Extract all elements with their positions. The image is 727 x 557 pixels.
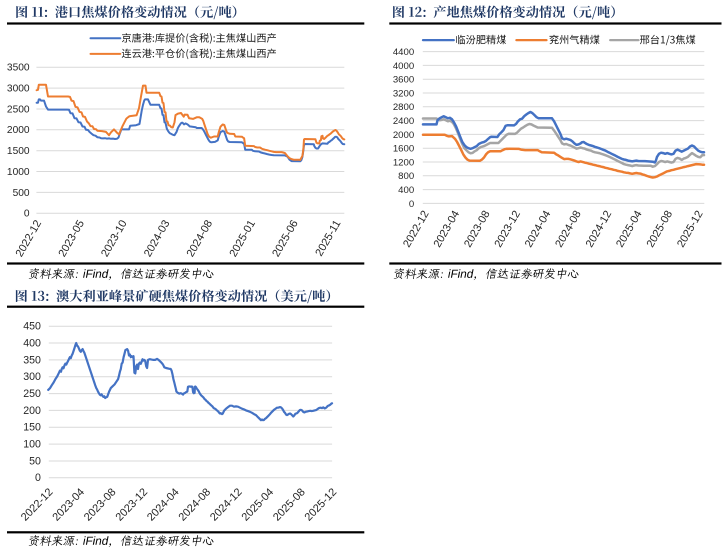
svg-text:200: 200 (23, 405, 41, 417)
svg-text:300: 300 (23, 371, 41, 383)
svg-text:2500: 2500 (7, 104, 30, 115)
svg-text:3500: 3500 (7, 63, 30, 74)
svg-text:2000: 2000 (393, 130, 414, 141)
svg-text:3200: 3200 (393, 88, 414, 99)
svg-text:250: 250 (23, 388, 41, 400)
svg-text:1200: 1200 (393, 157, 414, 168)
svg-text:4400: 4400 (393, 47, 414, 58)
svg-text:800: 800 (398, 171, 414, 182)
svg-text:4000: 4000 (393, 61, 414, 72)
svg-text:400: 400 (398, 185, 414, 196)
svg-text:500: 500 (13, 188, 30, 199)
svg-text:400: 400 (23, 337, 41, 349)
svg-text:0: 0 (409, 199, 414, 210)
svg-text:350: 350 (23, 354, 41, 366)
svg-text:150: 150 (23, 422, 41, 434)
svg-text:0: 0 (24, 209, 30, 220)
svg-text:1600: 1600 (393, 144, 414, 155)
svg-text:0: 0 (35, 472, 41, 484)
svg-text:450: 450 (23, 321, 41, 333)
svg-text:1500: 1500 (7, 146, 30, 157)
svg-text:2800: 2800 (393, 102, 414, 113)
svg-text:100: 100 (23, 439, 41, 451)
svg-text:2000: 2000 (7, 125, 30, 136)
svg-text:3600: 3600 (393, 75, 414, 86)
svg-text:2400: 2400 (393, 116, 414, 127)
svg-text:1000: 1000 (7, 167, 30, 178)
svg-text:3000: 3000 (7, 84, 30, 95)
svg-text:50: 50 (29, 455, 41, 467)
